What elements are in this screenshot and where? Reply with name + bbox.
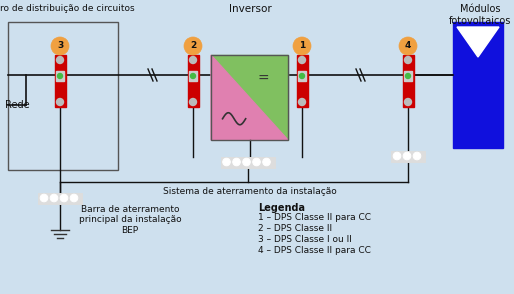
Bar [8,22,118,170]
Bar [298,71,306,81]
Circle shape [263,158,270,166]
Circle shape [393,152,401,160]
Bar [297,55,307,107]
Text: Quadro de distribuição de circuitos: Quadro de distribuição de circuitos [0,4,134,13]
Text: 4 – DPS Classe II para CC: 4 – DPS Classe II para CC [258,246,371,255]
Circle shape [60,194,68,202]
Circle shape [299,56,305,64]
Circle shape [70,194,78,202]
Circle shape [293,37,311,55]
Text: 1: 1 [299,41,305,51]
Text: 3: 3 [57,41,63,51]
Circle shape [253,158,260,166]
Circle shape [300,74,304,78]
Bar [404,71,412,81]
Circle shape [58,74,63,78]
Circle shape [51,37,69,55]
Bar [54,55,65,107]
Bar [402,55,413,107]
Circle shape [413,152,421,160]
Circle shape [399,37,417,55]
Text: Sistema de aterramento da instalação: Sistema de aterramento da instalação [163,187,337,196]
Circle shape [406,74,411,78]
Bar [38,193,82,203]
Bar [211,55,288,140]
Bar [391,151,425,161]
Circle shape [190,98,196,106]
Circle shape [223,158,230,166]
Text: =: = [258,72,269,86]
Polygon shape [211,55,288,140]
Circle shape [57,56,64,64]
Circle shape [299,98,305,106]
Circle shape [57,98,64,106]
Text: Inversor: Inversor [229,4,271,14]
Text: 4: 4 [405,41,411,51]
Polygon shape [457,27,499,57]
Circle shape [405,56,412,64]
Polygon shape [211,55,288,140]
Text: 2: 2 [190,41,196,51]
Bar [189,71,197,81]
Text: Rede: Rede [5,100,30,110]
Circle shape [190,56,196,64]
Circle shape [403,152,411,160]
Circle shape [243,158,250,166]
Text: 2 – DPS Classe II: 2 – DPS Classe II [258,224,332,233]
Circle shape [405,98,412,106]
Bar [56,71,64,81]
Text: Barra de aterramento
principal da instalação
BEP: Barra de aterramento principal da instal… [79,205,181,235]
Text: 3 – DPS Classe I ou II: 3 – DPS Classe I ou II [258,235,352,244]
Text: Módulos
fotovoltaicos: Módulos fotovoltaicos [449,4,511,26]
Circle shape [50,194,58,202]
Circle shape [40,194,48,202]
Bar [188,55,198,107]
Circle shape [233,158,241,166]
Circle shape [191,74,195,78]
Text: Legenda: Legenda [258,203,305,213]
Bar [453,22,503,148]
Text: 1 – DPS Classe II para CC: 1 – DPS Classe II para CC [258,213,371,222]
Bar [221,156,274,168]
Circle shape [184,37,202,55]
